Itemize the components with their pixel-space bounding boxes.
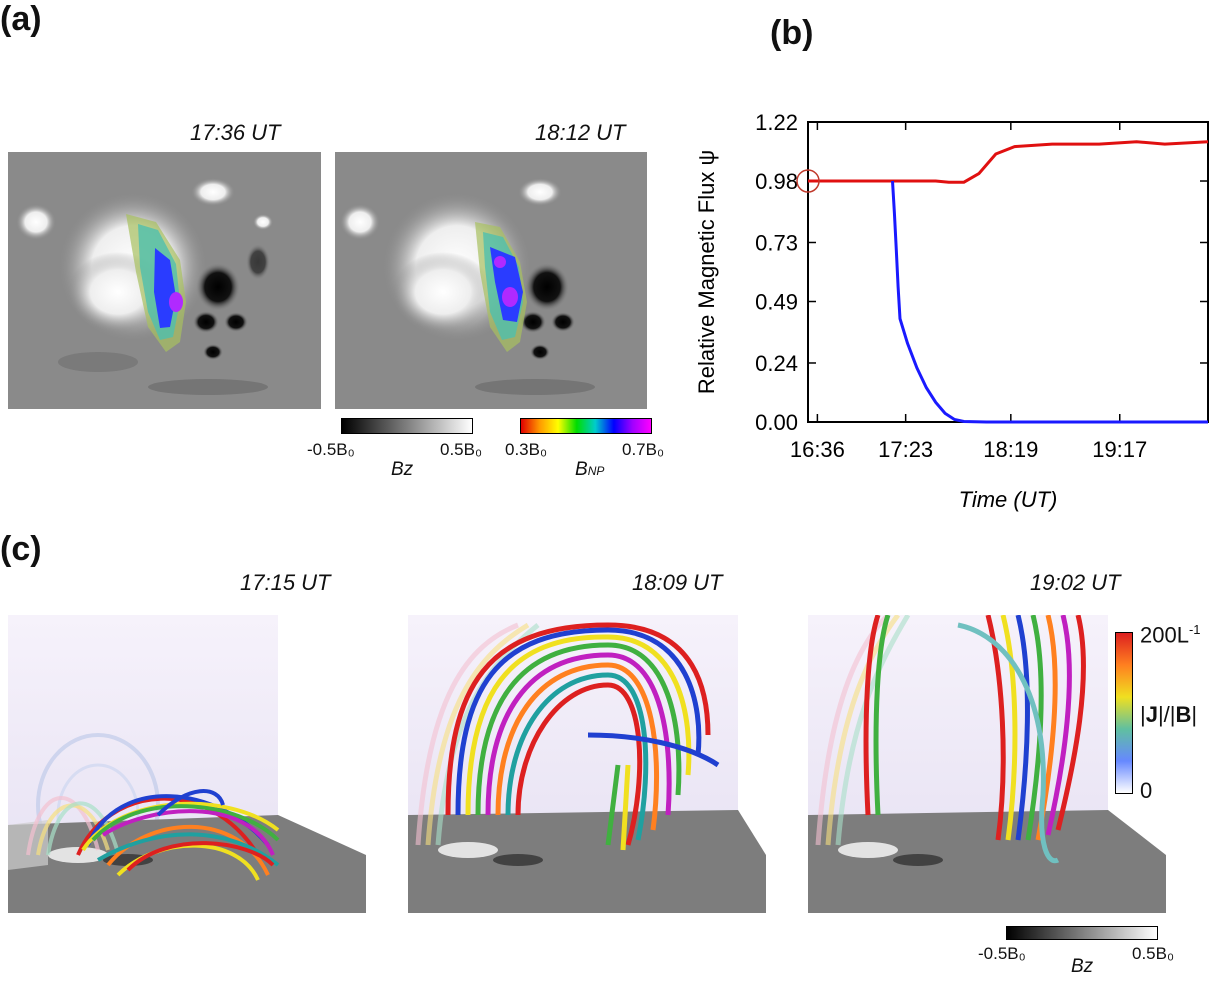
panel-b-label: (b) xyxy=(770,14,814,52)
colorbar-bz-c-var: Bz xyxy=(1071,956,1094,977)
colorbar-j-min: 0 xyxy=(1140,778,1153,803)
flux-rope-render-1902 xyxy=(808,615,1166,913)
y-tick-label: 0.73 xyxy=(755,230,798,255)
panel-c-time-3: 19:02 UT xyxy=(1030,570,1121,595)
colorbar-j-over-b xyxy=(1115,632,1133,794)
series-blue-line xyxy=(891,180,1208,424)
panel-a-time-2: 18:12 UT xyxy=(535,120,626,145)
series-red-line xyxy=(808,140,1209,184)
magnetogram-1812 xyxy=(335,152,647,409)
y-tick-label: 0.49 xyxy=(755,290,798,315)
colorbar-bz-a xyxy=(341,418,473,434)
panel-c-time-2: 18:09 UT xyxy=(632,570,723,595)
y-tick-label: 0.00 xyxy=(755,410,798,435)
colorbar-bz-a-min: -0.5B₀ xyxy=(307,440,355,459)
panel-a-time-1: 17:36 UT xyxy=(190,120,281,145)
colorbar-bz-c-min: -0.5B₀ xyxy=(978,944,1026,963)
magnetogram-1736 xyxy=(8,152,321,409)
colorbar-bz-a-max: 0.5B₀ xyxy=(440,440,483,459)
y-tick-label: 0.98 xyxy=(755,169,798,194)
colorbar-bz-a-var: Bz xyxy=(391,459,414,480)
colorbar-bnp-min: 0.3B₀ xyxy=(505,440,548,459)
colorbar-bz-c xyxy=(1006,926,1158,940)
panel-c-label: (c) xyxy=(0,530,42,568)
plot-frame xyxy=(807,121,1209,423)
colorbar-bnp-max: 0.7B₀ xyxy=(622,440,665,459)
y-tick-label: 1.22 xyxy=(755,110,798,135)
flux-rope-render-1809 xyxy=(408,615,766,913)
colorbar-bnp xyxy=(520,418,652,434)
panel-c-time-1: 17:15 UT xyxy=(240,570,331,595)
x-tick-label: 19:17 xyxy=(1092,437,1147,462)
panel-a-label: (a) xyxy=(0,0,42,38)
x-tick-label: 16:36 xyxy=(790,437,845,462)
y-axis-label: Relative Magnetic Flux ψ xyxy=(694,150,719,394)
colorbar-j-max: 200L-1 xyxy=(1140,622,1201,648)
y-tick-label: 0.24 xyxy=(755,351,798,376)
start-marker-circle xyxy=(796,169,820,193)
colorbar-bnp-var: BNP xyxy=(575,459,605,480)
x-tick-label: 17:23 xyxy=(878,437,933,462)
colorbar-j-var: |J|/|B| xyxy=(1140,702,1198,727)
x-tick-label: 18:19 xyxy=(983,437,1038,462)
flux-rope-render-1715 xyxy=(8,615,366,913)
flux-chart: 0.00 0.24 0.49 0.73 0.98 1.22 16:36 17:23 18:19… xyxy=(694,110,1209,512)
colorbar-bz-c-max: 0.5B₀ xyxy=(1132,944,1175,963)
x-axis-label: Time (UT) xyxy=(959,487,1058,512)
